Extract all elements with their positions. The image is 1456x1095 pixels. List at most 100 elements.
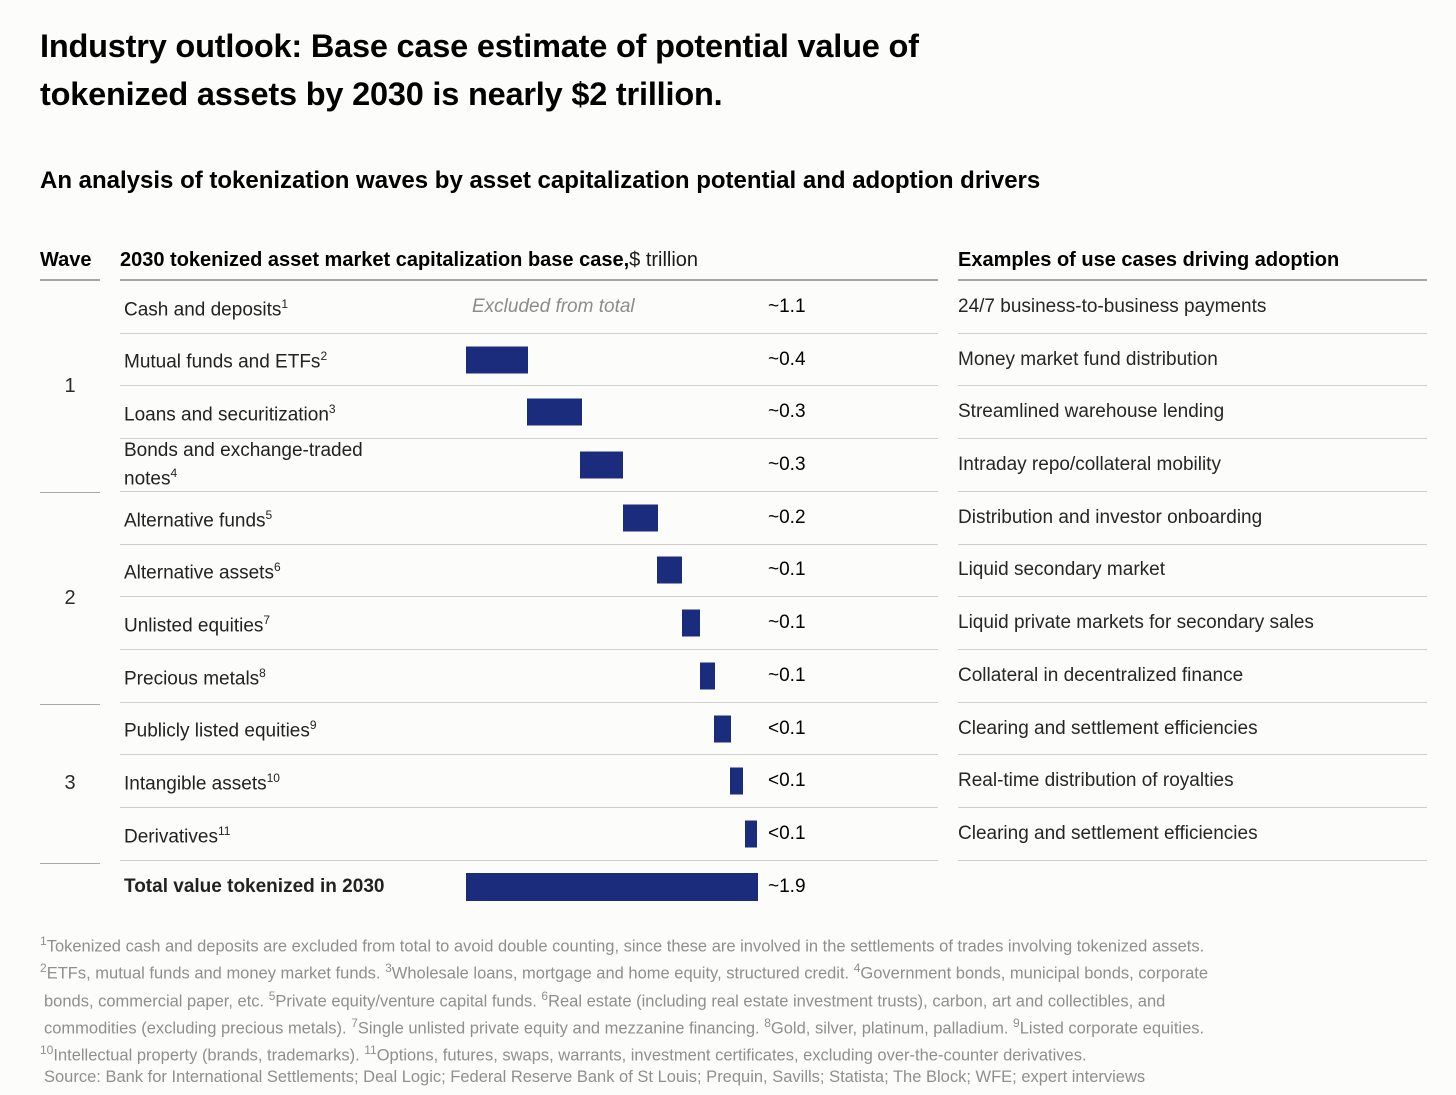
usecase-text: Liquid secondary market bbox=[958, 559, 1165, 581]
bar-track bbox=[466, 755, 758, 807]
table-row: Alternative assets6 ~0.1 bbox=[120, 545, 938, 598]
bar-track bbox=[466, 334, 758, 386]
usecase-row: Collateral in decentralized finance bbox=[958, 650, 1427, 703]
wave-number: 1 bbox=[64, 374, 76, 397]
wave-number: 3 bbox=[64, 772, 76, 795]
table-row: Alternative funds5 ~0.2 bbox=[120, 492, 938, 545]
bar-track bbox=[466, 439, 758, 491]
footnote-text: Gold, silver, platinum, palladium. bbox=[770, 1019, 1014, 1038]
asset-category-label: Mutual funds and ETFs2 bbox=[124, 349, 328, 373]
footnote-marker: 5 bbox=[268, 988, 276, 1003]
footnote-marker: 5 bbox=[265, 507, 273, 522]
table-row: Mutual funds and ETFs2 ~0.4 bbox=[120, 334, 938, 387]
value-label: <0.1 bbox=[768, 823, 806, 845]
footnote-text: Single unlisted private equity and mezza… bbox=[357, 1019, 765, 1038]
footnote-text: Government bonds, municipal bonds, corpo… bbox=[860, 964, 1209, 983]
bar-track bbox=[466, 861, 758, 914]
footnotes: 1Tokenized cash and deposits are exclude… bbox=[40, 931, 1448, 1089]
usecase-row: Liquid secondary market bbox=[958, 545, 1427, 598]
asset-category-label: Bonds and exchange-traded notes4 bbox=[124, 439, 363, 490]
value-label: ~1.1 bbox=[768, 295, 806, 317]
footnote-marker: 4 bbox=[170, 465, 178, 480]
usecase-row: Money market fund distribution bbox=[958, 334, 1427, 387]
chart-rows: Cash and deposits1 Excluded from total ~… bbox=[120, 281, 938, 914]
usecase-rows: 24/7 business-to-business payments Money … bbox=[958, 281, 1427, 861]
table-row: Unlisted equities7 ~0.1 bbox=[120, 597, 938, 651]
footnote-marker: 8 bbox=[764, 1015, 771, 1030]
excluded-note: Excluded from total bbox=[472, 295, 635, 317]
chart-header-unit: $ trillion bbox=[629, 249, 699, 271]
value-bar bbox=[657, 556, 682, 584]
chart-column-header: 2030 tokenized asset market capitalizati… bbox=[120, 236, 938, 281]
value-label: ~0.4 bbox=[768, 348, 806, 370]
footnote-marker: 3 bbox=[328, 402, 336, 417]
usecase-text: Real-time distribution of royalties bbox=[958, 770, 1234, 792]
footnote-marker: 6 bbox=[541, 988, 549, 1003]
wave-column-header: Wave bbox=[40, 236, 100, 281]
table-row: Intangible assets10 <0.1 bbox=[120, 755, 938, 809]
total-value-label: ~1.9 bbox=[768, 876, 806, 898]
value-label: <0.1 bbox=[768, 770, 806, 792]
value-bar bbox=[622, 504, 659, 532]
footnote-line: 2ETFs, mutual funds and money market fun… bbox=[40, 958, 1448, 985]
asset-category-label: Derivatives11 bbox=[124, 823, 231, 848]
bar-track bbox=[466, 545, 758, 597]
table-row: Bonds and exchange-traded notes4 ~0.3 bbox=[120, 439, 938, 492]
value-label: <0.1 bbox=[768, 717, 806, 739]
footnote-text: Real estate (including real estate inves… bbox=[548, 992, 1166, 1011]
footnote-text: Intellectual property (brands, trademark… bbox=[53, 1046, 365, 1065]
value-label: ~0.2 bbox=[768, 506, 806, 528]
footnote-marker: 11 bbox=[364, 1043, 377, 1058]
bar-track bbox=[466, 492, 758, 544]
footnote-text: bonds, commercial paper, etc. bbox=[44, 992, 269, 1011]
asset-category-label: Loans and securitization3 bbox=[124, 402, 336, 426]
value-bar bbox=[527, 398, 582, 426]
total-label: Total value tokenized in 2030 bbox=[124, 876, 385, 898]
value-label: ~0.3 bbox=[768, 454, 806, 476]
footnote-marker: 2 bbox=[320, 349, 328, 364]
wave-group-1: 1 bbox=[40, 281, 100, 493]
footnote-text: commodities (excluding precious metals). bbox=[44, 1019, 352, 1038]
footnote-marker: 9 bbox=[1013, 1015, 1020, 1030]
value-label: ~0.1 bbox=[768, 612, 806, 634]
bar-track bbox=[466, 386, 758, 438]
footnote-marker: 2 bbox=[40, 961, 47, 976]
wave-group-2: 2 bbox=[40, 493, 100, 705]
footnote-marker: 11 bbox=[217, 823, 231, 838]
asset-category-label: Publicly listed equities9 bbox=[124, 718, 317, 742]
usecase-text: Clearing and settlement efficiencies bbox=[958, 823, 1258, 845]
value-label: ~0.3 bbox=[768, 401, 806, 423]
footnote-line: Source: Bank for International Settlemen… bbox=[40, 1067, 1448, 1089]
usecase-text: Collateral in decentralized finance bbox=[958, 664, 1244, 686]
bar-track bbox=[466, 808, 758, 860]
table-row: Loans and securitization3 ~0.3 bbox=[120, 386, 938, 440]
usecase-text: Distribution and investor onboarding bbox=[958, 506, 1263, 528]
value-bar bbox=[579, 451, 623, 479]
value-bar bbox=[744, 820, 758, 848]
chart-header-bold: 2030 tokenized asset market capitalizati… bbox=[120, 249, 630, 271]
footnote-line: commodities (excluding precious metals).… bbox=[40, 1013, 1448, 1040]
usecase-text: 24/7 business-to-business payments bbox=[958, 295, 1267, 317]
table-row: Precious metals8 ~0.1 bbox=[120, 650, 938, 703]
page-title: Industry outlook: Base case estimate of … bbox=[40, 22, 1180, 118]
wave-column: Wave 1 2 3 bbox=[40, 236, 100, 864]
total-row: Total value tokenized in 2030 ~1.9 bbox=[120, 861, 938, 914]
footnote-text: Source: Bank for International Settlemen… bbox=[44, 1068, 1146, 1087]
page-subtitle: An analysis of tokenization waves by ass… bbox=[40, 167, 1041, 194]
value-bar bbox=[729, 767, 744, 795]
usecase-row: Liquid private markets for secondary sal… bbox=[958, 597, 1427, 651]
footnote-marker: 10 bbox=[266, 771, 280, 786]
footnote-marker: 8 bbox=[259, 665, 266, 680]
bar-track: Excluded from total bbox=[466, 281, 758, 333]
value-label: ~0.1 bbox=[768, 559, 806, 581]
value-label: ~0.1 bbox=[768, 664, 806, 686]
bar-track bbox=[466, 703, 758, 755]
usecase-row: Intraday repo/collateral mobility bbox=[958, 439, 1427, 492]
footnote-text: Listed corporate equities. bbox=[1019, 1019, 1205, 1038]
usecase-column-header: Examples of use cases driving adoption bbox=[958, 236, 1427, 281]
table-row: Derivatives11 <0.1 bbox=[120, 808, 938, 861]
table-row: Cash and deposits1 Excluded from total ~… bbox=[120, 281, 938, 334]
value-bar bbox=[714, 715, 731, 743]
footnote-text: Private equity/venture capital funds. bbox=[275, 992, 542, 1011]
